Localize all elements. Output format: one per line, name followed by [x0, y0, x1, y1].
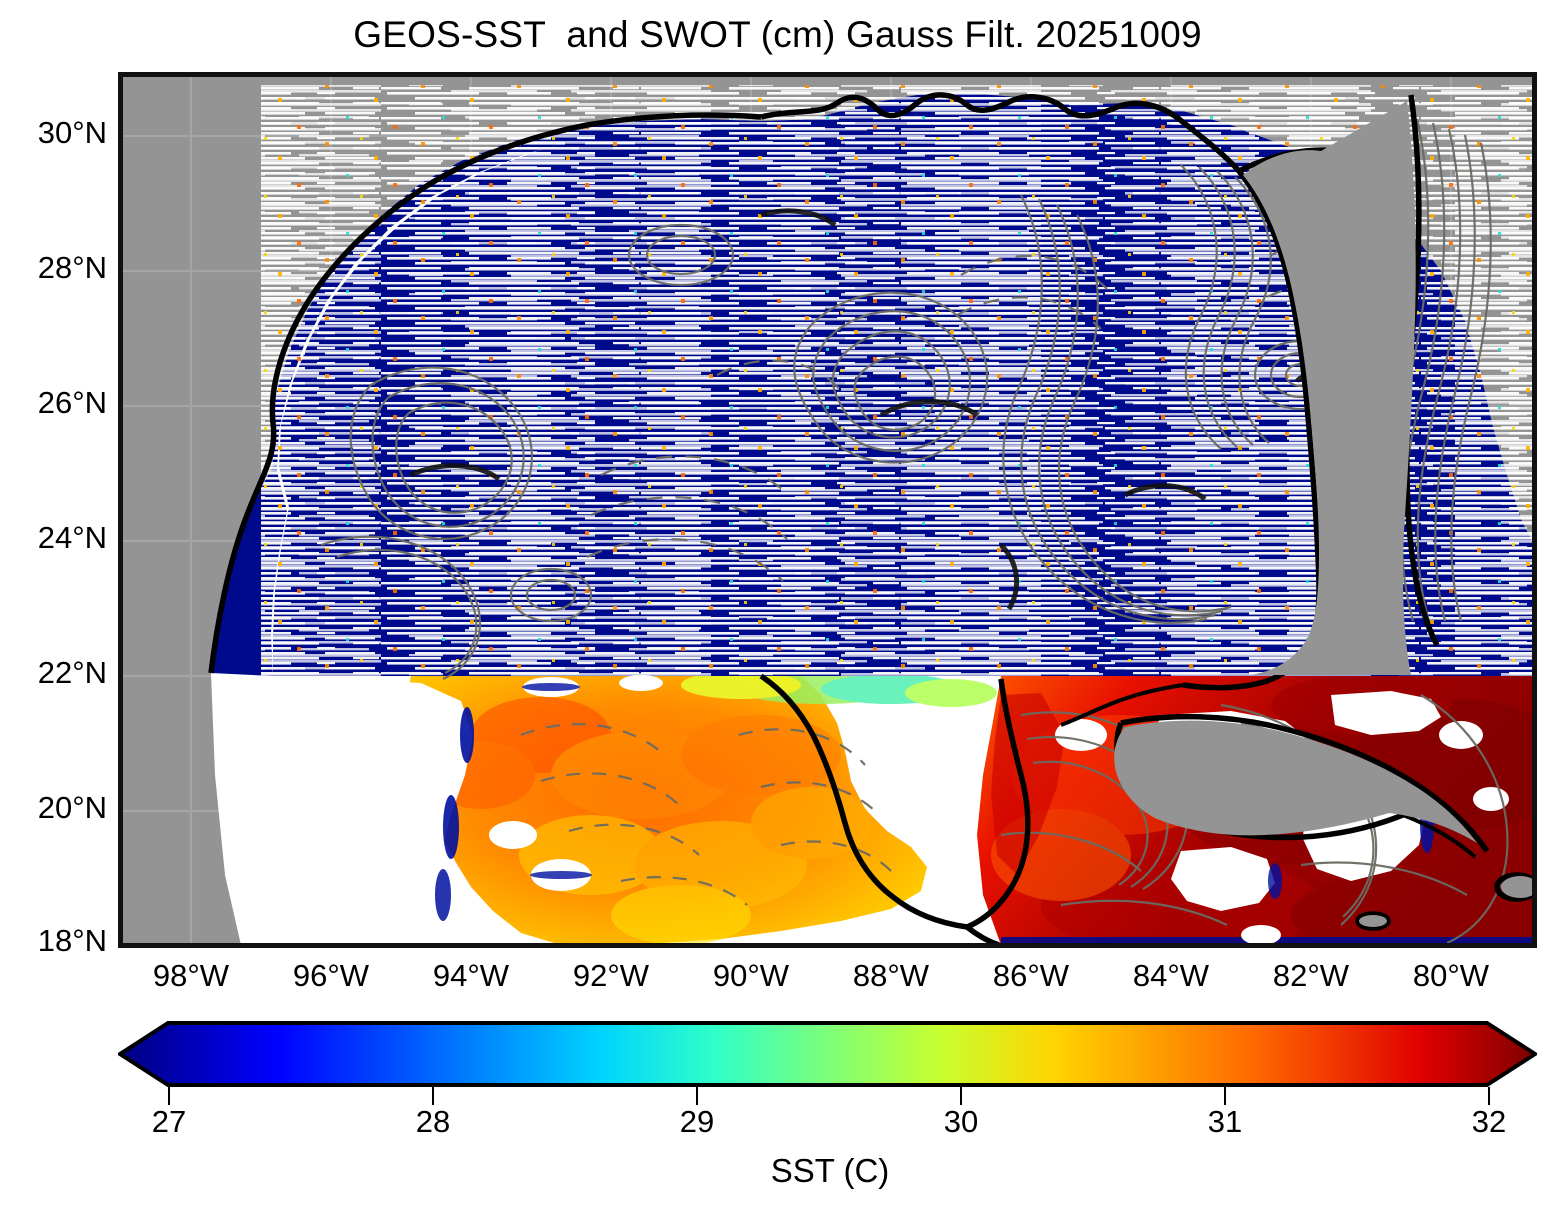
- y-tick-label-24n: 24°N: [37, 520, 107, 555]
- colorbar-label-28: 28: [415, 1104, 451, 1139]
- y-tick-label-30n: 30°N: [37, 115, 107, 150]
- x-tick-label-98w: 98°W: [152, 958, 230, 993]
- colorbar-tick-27: [168, 1087, 170, 1105]
- colorbar-label-32: 32: [1471, 1104, 1507, 1139]
- colorbar-tick-28: [432, 1087, 434, 1105]
- colorbar-label-30: 30: [943, 1104, 979, 1139]
- x-tick-label-92w: 92°W: [572, 958, 650, 993]
- x-tick-label-80w: 80°W: [1412, 958, 1490, 993]
- map-clip: [121, 75, 1534, 945]
- x-tick-label-88w: 88°W: [852, 958, 930, 993]
- colorbar: [118, 1021, 1537, 1087]
- colorbar-tick-31: [1224, 1087, 1226, 1105]
- x-tick-label-96w: 96°W: [292, 958, 370, 993]
- land-polygons: [1114, 101, 1534, 927]
- colorbar-label-27: 27: [151, 1104, 187, 1139]
- y-tick-label-22n: 22°N: [37, 655, 107, 690]
- x-tick-label-84w: 84°W: [1132, 958, 1210, 993]
- x-tick-label-90w: 90°W: [712, 958, 790, 993]
- colorbar-title: SST (C): [770, 1152, 890, 1189]
- colorbar-label-29: 29: [679, 1104, 715, 1139]
- map-plot-area: [118, 72, 1537, 948]
- y-tick-label-18n: 18°N: [37, 923, 107, 958]
- y-tick-label-26n: 26°N: [37, 385, 107, 420]
- x-tick-label-82w: 82°W: [1272, 958, 1350, 993]
- colorbar-tick-30: [960, 1087, 962, 1105]
- y-tick-label-20n: 20°N: [37, 790, 107, 825]
- colorbar-tick-32: [1488, 1087, 1490, 1105]
- colorbar-label-31: 31: [1207, 1104, 1243, 1139]
- page-title: GEOS-SST and SWOT (cm) Gauss Filt. 20251…: [353, 14, 1202, 55]
- x-tick-label-94w: 94°W: [432, 958, 510, 993]
- sst-swot-map: [121, 75, 1534, 945]
- x-tick-label-86w: 86°W: [992, 958, 1070, 993]
- colorbar-tick-29: [696, 1087, 698, 1105]
- colorbar-gradient: [118, 1021, 1537, 1087]
- colorbar-body: [118, 1021, 1537, 1087]
- y-tick-label-28n: 28°N: [37, 250, 107, 285]
